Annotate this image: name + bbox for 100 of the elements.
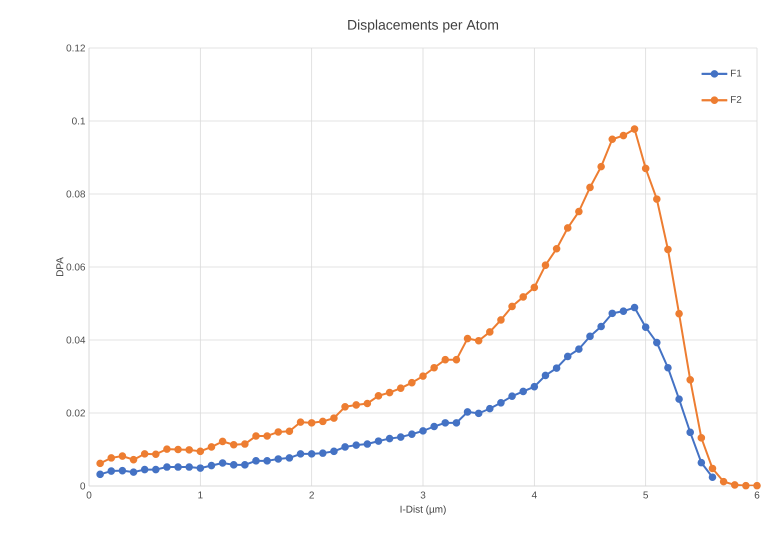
point — [118, 466, 126, 474]
point — [296, 418, 304, 426]
point — [341, 443, 349, 451]
point — [218, 459, 226, 467]
point — [174, 446, 182, 454]
point — [96, 460, 104, 468]
point — [252, 457, 260, 465]
point — [597, 162, 605, 170]
point — [374, 392, 382, 400]
point — [753, 482, 761, 490]
point — [274, 428, 282, 436]
point — [374, 437, 382, 445]
point — [196, 464, 204, 472]
point — [575, 345, 583, 353]
x-tick-label: 5 — [643, 492, 648, 498]
point — [286, 427, 294, 436]
chart-title: Displacements per Atom — [348, 20, 498, 33]
y-tick-label: 0.08 — [66, 190, 86, 198]
point — [230, 440, 238, 449]
point — [107, 467, 116, 475]
point — [308, 450, 316, 458]
point — [230, 461, 238, 469]
point — [486, 328, 494, 336]
point — [742, 482, 750, 490]
point — [708, 464, 716, 472]
point — [441, 419, 450, 427]
point — [508, 392, 516, 400]
point — [130, 456, 138, 464]
point — [352, 441, 360, 449]
point — [508, 302, 516, 310]
point — [720, 478, 728, 486]
point — [730, 481, 739, 489]
x-tick-label: 3 — [420, 492, 426, 499]
point — [620, 307, 628, 315]
point — [296, 450, 304, 458]
point — [430, 364, 438, 372]
point — [675, 395, 683, 403]
point — [686, 428, 694, 436]
point — [96, 470, 104, 478]
point — [140, 466, 148, 474]
point — [274, 455, 282, 463]
point — [464, 408, 472, 416]
point — [642, 164, 650, 172]
point — [497, 316, 505, 324]
point — [564, 224, 572, 232]
point — [185, 463, 193, 471]
point — [542, 261, 550, 269]
point — [218, 438, 226, 446]
point — [464, 334, 472, 342]
point — [664, 246, 672, 254]
point — [642, 323, 650, 332]
x-tick-label: 6 — [754, 492, 760, 499]
y-tick-label: 0 — [80, 482, 86, 490]
point — [140, 450, 148, 458]
point — [564, 352, 572, 360]
point — [330, 448, 338, 456]
point — [408, 430, 416, 438]
x-tick-label: 4 — [532, 492, 537, 498]
point — [408, 378, 416, 386]
point — [330, 414, 338, 422]
point — [664, 364, 672, 372]
point — [196, 448, 204, 456]
point — [608, 135, 616, 144]
y-tick-label: 0.02 — [66, 409, 85, 417]
point — [452, 419, 460, 427]
point — [620, 132, 628, 140]
legend-label: F2 — [730, 96, 742, 103]
point — [419, 372, 427, 380]
point — [708, 473, 716, 482]
point — [597, 322, 605, 330]
point — [530, 284, 538, 292]
point — [586, 332, 594, 340]
point — [552, 244, 560, 253]
point — [396, 433, 405, 441]
point — [174, 463, 182, 471]
point — [586, 184, 594, 192]
point — [118, 452, 126, 460]
point — [630, 125, 638, 133]
point — [308, 419, 316, 427]
point — [152, 466, 160, 474]
point — [653, 195, 661, 203]
point — [208, 443, 216, 451]
point — [252, 432, 260, 440]
point — [698, 458, 706, 466]
point — [263, 457, 271, 465]
point — [163, 463, 171, 471]
point — [185, 446, 193, 454]
point — [364, 400, 372, 408]
point — [698, 434, 706, 442]
point — [653, 338, 661, 346]
point — [286, 454, 294, 462]
point — [608, 310, 616, 318]
point — [241, 461, 249, 469]
point — [241, 440, 249, 448]
y-tick-label: 0.1 — [72, 117, 86, 125]
y-tick-label: 0.04 — [66, 336, 86, 344]
point — [630, 304, 638, 312]
point — [530, 382, 538, 391]
point — [263, 432, 271, 440]
point — [452, 356, 460, 364]
